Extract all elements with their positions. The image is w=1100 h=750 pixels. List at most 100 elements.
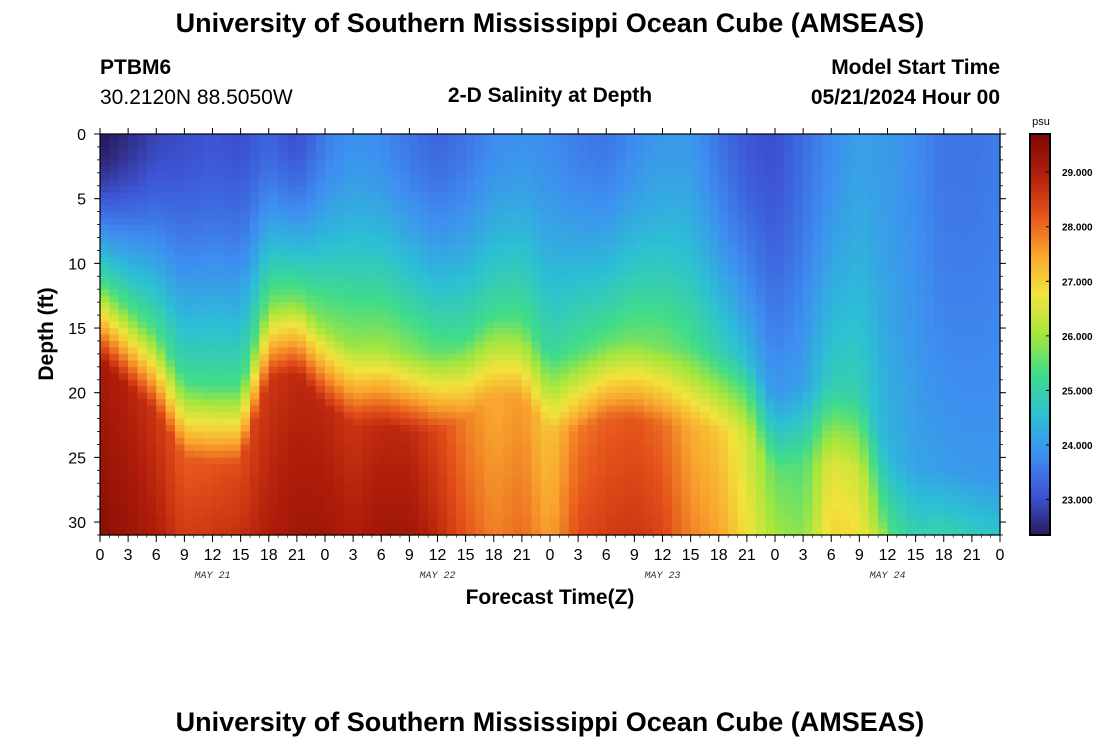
heatmap-cell (306, 140, 317, 148)
heatmap-cell (559, 334, 570, 342)
heatmap-cell (578, 489, 589, 497)
heatmap-cell (446, 405, 457, 413)
heatmap-cell (559, 308, 570, 316)
heatmap-cell (400, 515, 410, 523)
heatmap-cell (446, 476, 457, 484)
heatmap-cell (371, 282, 382, 290)
heatmap-cell (521, 140, 532, 148)
heatmap-cell (231, 476, 242, 484)
heatmap-cell (278, 457, 289, 465)
heatmap-cell (840, 425, 851, 433)
heatmap-cell (521, 166, 532, 174)
heatmap-cell (418, 263, 429, 271)
heatmap-cell (709, 444, 720, 452)
heatmap-cell (137, 328, 148, 336)
heatmap-cell (100, 373, 110, 381)
heatmap-cell (362, 522, 373, 530)
heatmap-cell (221, 243, 232, 252)
heatmap-cell (493, 256, 504, 264)
heatmap-cell (531, 134, 542, 142)
heatmap-cell (362, 412, 373, 420)
heatmap-cell (784, 282, 795, 290)
heatmap-cell (184, 231, 195, 239)
heatmap-cell (540, 450, 551, 458)
heatmap-cell (268, 528, 279, 536)
heatmap-cell (146, 489, 157, 497)
heatmap-cell (428, 476, 439, 484)
heatmap-cell (250, 276, 260, 284)
heatmap-cell (831, 340, 842, 349)
heatmap-cell (250, 308, 260, 316)
heatmap-cell (578, 192, 589, 200)
heatmap-cell (606, 166, 617, 174)
heatmap-cell (278, 172, 289, 180)
heatmap-cell (118, 366, 129, 374)
heatmap-cell (793, 463, 804, 471)
heatmap-cell (521, 379, 532, 387)
heatmap-cell (503, 250, 514, 258)
heatmap-cell (193, 289, 204, 297)
heatmap-cell (484, 483, 495, 491)
heatmap-cell (156, 457, 167, 465)
heatmap-cell (765, 256, 776, 264)
heatmap-cell (550, 340, 560, 349)
heatmap-cell (221, 392, 232, 400)
heatmap-cell (109, 483, 120, 491)
heatmap-cell (409, 185, 420, 193)
heatmap-cell (165, 237, 176, 245)
heatmap-cell (250, 295, 260, 303)
heatmap-cell (690, 431, 701, 439)
heatmap-cell (212, 295, 223, 303)
heatmap-cell (287, 405, 298, 413)
heatmap-cell (231, 340, 242, 349)
heatmap-cell (475, 489, 485, 497)
heatmap-cell (681, 425, 692, 433)
heatmap-cell (503, 425, 514, 433)
heatmap-cell (690, 198, 701, 206)
heatmap-cell (278, 153, 289, 161)
heatmap-cell (568, 392, 579, 400)
heatmap-cell (550, 360, 560, 368)
heatmap-cell (446, 360, 457, 368)
heatmap-cell (475, 379, 485, 387)
heatmap-cell (503, 185, 514, 193)
heatmap-cell (568, 476, 579, 484)
heatmap-cell (540, 211, 551, 219)
heatmap-cell (728, 522, 739, 530)
heatmap-cell (634, 295, 645, 303)
heatmap-cell (531, 483, 542, 491)
heatmap-cell (700, 386, 710, 394)
heatmap-cell (456, 237, 467, 245)
heatmap-cell (700, 263, 710, 271)
heatmap-cell (746, 237, 757, 245)
heatmap-cell (784, 450, 795, 458)
heatmap-cell (475, 360, 485, 368)
heatmap-cell (315, 205, 326, 213)
heatmap-cell (690, 192, 701, 200)
heatmap-cell (278, 179, 289, 187)
heatmap-cell (606, 463, 617, 471)
heatmap-cell (550, 218, 560, 226)
heatmap-cell (531, 522, 542, 530)
heatmap-cell (728, 528, 739, 536)
heatmap-cell (756, 295, 767, 303)
heatmap-cell (606, 276, 617, 284)
heatmap-cell (634, 347, 645, 355)
heatmap-cell (100, 134, 110, 142)
heatmap-cell (371, 418, 382, 426)
heatmap-cell (465, 353, 476, 361)
heatmap-cell (175, 250, 185, 258)
heatmap-cell (671, 172, 682, 180)
heatmap-cell (418, 528, 429, 536)
heatmap-cell (756, 321, 767, 329)
heatmap-cell (343, 360, 354, 368)
heatmap-cell (287, 340, 298, 349)
heatmap-cell (193, 392, 204, 400)
heatmap-cell (212, 431, 223, 439)
heatmap-cell (587, 172, 598, 180)
heatmap-cell (568, 282, 579, 290)
heatmap-cell (550, 489, 560, 497)
heatmap-cell (559, 256, 570, 264)
heatmap-cell (821, 134, 832, 142)
heatmap-cell (278, 211, 289, 219)
